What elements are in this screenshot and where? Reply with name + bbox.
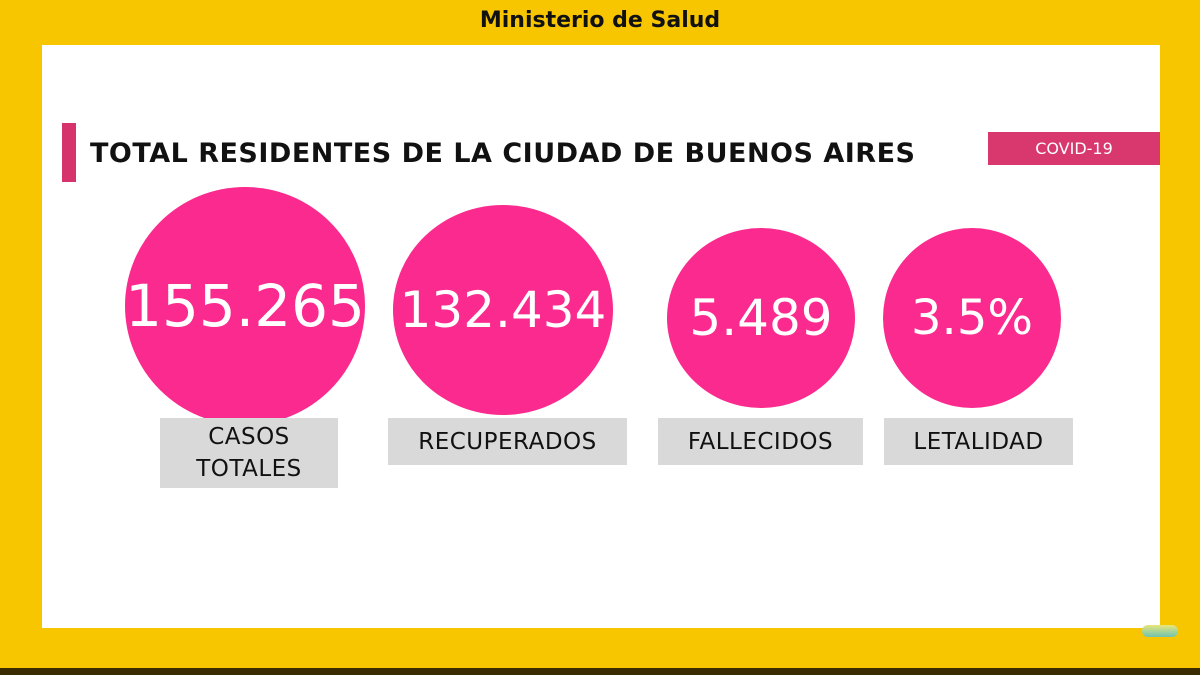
- stat-circle-recuperados: 132.434: [393, 205, 613, 415]
- stat-label-letalidad: LETALIDAD: [884, 418, 1073, 465]
- stat-label-casos: CASOS TOTALES: [160, 418, 338, 488]
- slide-title: TOTAL RESIDENTES DE LA CIUDAD DE BUENOS …: [90, 138, 916, 169]
- stat-value: 155.265: [125, 272, 365, 340]
- header-title: Ministerio de Salud: [479, 8, 721, 33]
- stat-value: 5.489: [689, 289, 833, 347]
- channel-logo: [1142, 625, 1178, 637]
- stat-circle-casos: 155.265: [125, 187, 365, 425]
- bottom-edge: [0, 668, 1200, 675]
- covid-badge: COVID-19: [988, 132, 1160, 165]
- stat-circle-letalidad: 3.5%: [883, 228, 1061, 408]
- stat-value: 132.434: [399, 281, 607, 339]
- stat-label-recuperados: RECUPERADOS: [388, 418, 627, 465]
- stat-value: 3.5%: [911, 290, 1033, 346]
- stat-label-fallecidos: FALLECIDOS: [658, 418, 863, 465]
- stat-circle-fallecidos: 5.489: [667, 228, 855, 408]
- title-accent-bar: [62, 123, 76, 182]
